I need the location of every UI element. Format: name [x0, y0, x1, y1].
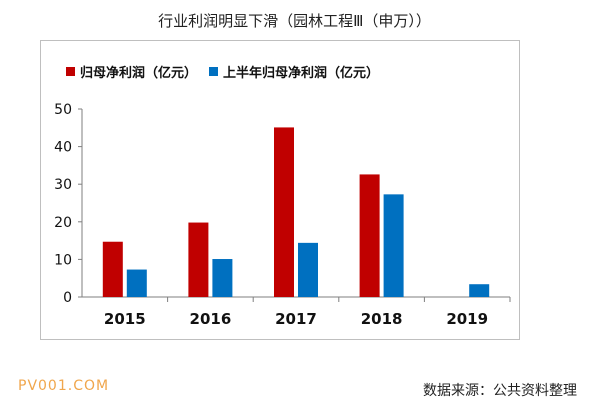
x-tick-label: 2015 [104, 310, 146, 328]
y-tick-label: 40 [54, 140, 72, 156]
chart-title: 行业利润明显下滑（园林工程Ⅲ（申万）） [158, 12, 431, 30]
legend-swatch-h1-net-profit [209, 67, 219, 76]
watermark: PV001.COM [18, 378, 110, 394]
bar-net-profit [274, 127, 294, 297]
legend-item-net-profit: 归母净利润（亿元） [66, 62, 197, 81]
y-tick-label: 0 [63, 290, 72, 306]
bar-h1-net-profit [383, 194, 404, 297]
x-tick-label: 2019 [446, 310, 488, 328]
bar-h1-net-profit [298, 242, 318, 297]
x-tick-label: 2018 [361, 310, 403, 328]
y-tick-label: 50 [54, 102, 72, 118]
legend-swatch-net-profit [66, 67, 75, 76]
x-tick-label: 2017 [275, 310, 317, 328]
data-source: 数据来源：公共资料整理 [423, 383, 577, 399]
legend-label-h1-net-profit: 上半年归母净利润（亿元） [223, 66, 380, 81]
bar-h1-net-profit [469, 284, 490, 297]
bar-h1-net-profit [126, 269, 147, 297]
bar-net-profit [188, 222, 209, 297]
y-tick-label: 30 [54, 177, 72, 193]
legend-label-net-profit: 归母净利润（亿元） [80, 66, 198, 81]
legend-item-h1-net-profit: 上半年归母净利润（亿元） [209, 62, 379, 81]
x-tick-label: 2016 [190, 310, 232, 328]
y-tick-label: 10 [54, 252, 72, 268]
chart-legend: 归母净利润（亿元） 上半年归母净利润（亿元） [66, 62, 379, 81]
y-tick-label: 20 [54, 215, 72, 231]
bar-net-profit [102, 241, 123, 297]
bar-net-profit [359, 174, 380, 297]
bar-h1-net-profit [212, 259, 233, 297]
